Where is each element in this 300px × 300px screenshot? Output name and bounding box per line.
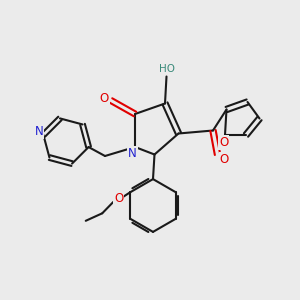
Text: O: O bbox=[220, 152, 229, 166]
Text: O: O bbox=[219, 136, 228, 149]
Text: N: N bbox=[128, 147, 137, 160]
Text: N: N bbox=[34, 125, 43, 138]
Text: HO: HO bbox=[158, 64, 175, 74]
Text: O: O bbox=[114, 192, 123, 205]
Text: O: O bbox=[100, 92, 109, 105]
